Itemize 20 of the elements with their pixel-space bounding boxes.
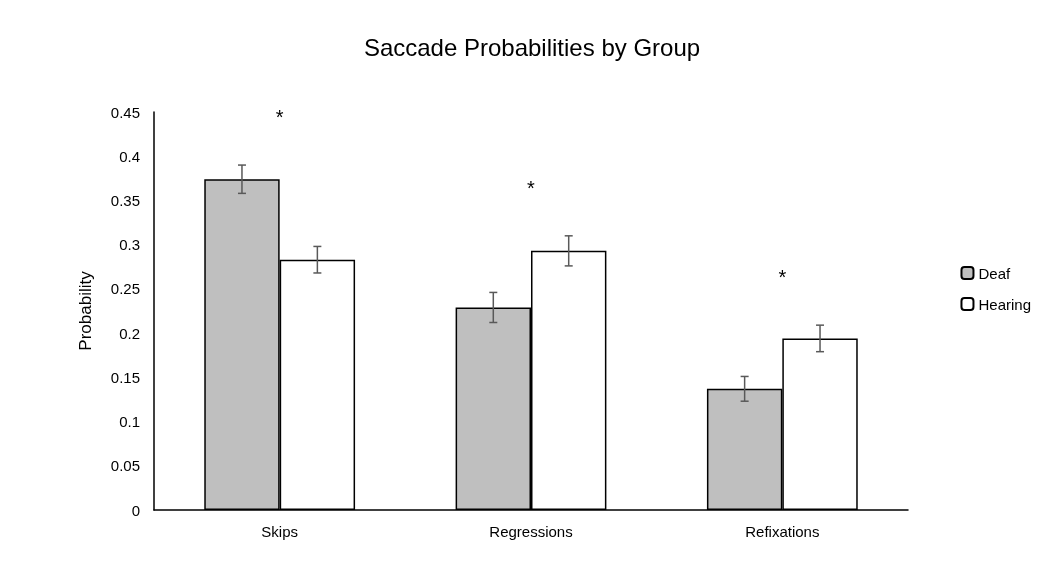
y-tick-label: 0.4: [119, 147, 140, 165]
y-tick-label: 0.3: [119, 236, 140, 254]
x-tick-label: Refixations: [745, 523, 820, 540]
x-tick-label: Skips: [261, 523, 299, 540]
x-tick-label: Regressions: [489, 523, 573, 540]
y-tick-label: 0.35: [110, 191, 140, 209]
y-axis-title: Probability: [76, 270, 95, 351]
legend-label: Hearing: [978, 295, 1031, 313]
annotation: *: [275, 106, 284, 129]
y-tick-label: 0: [131, 501, 140, 519]
legend-label: Deaf: [978, 264, 1011, 282]
y-tick-label: 0.25: [110, 280, 140, 298]
y-tick-label: 0.45: [110, 103, 140, 121]
y-tick-label: 0.2: [119, 324, 140, 342]
annotation: *: [778, 266, 787, 289]
y-tick-label: 0.1: [119, 413, 140, 431]
y-tick-label: 0.15: [110, 368, 140, 386]
chart-title: Saccade Probabilities by Group: [363, 33, 701, 61]
y-tick-label: 0.05: [110, 457, 140, 475]
annotation: *: [527, 176, 536, 199]
